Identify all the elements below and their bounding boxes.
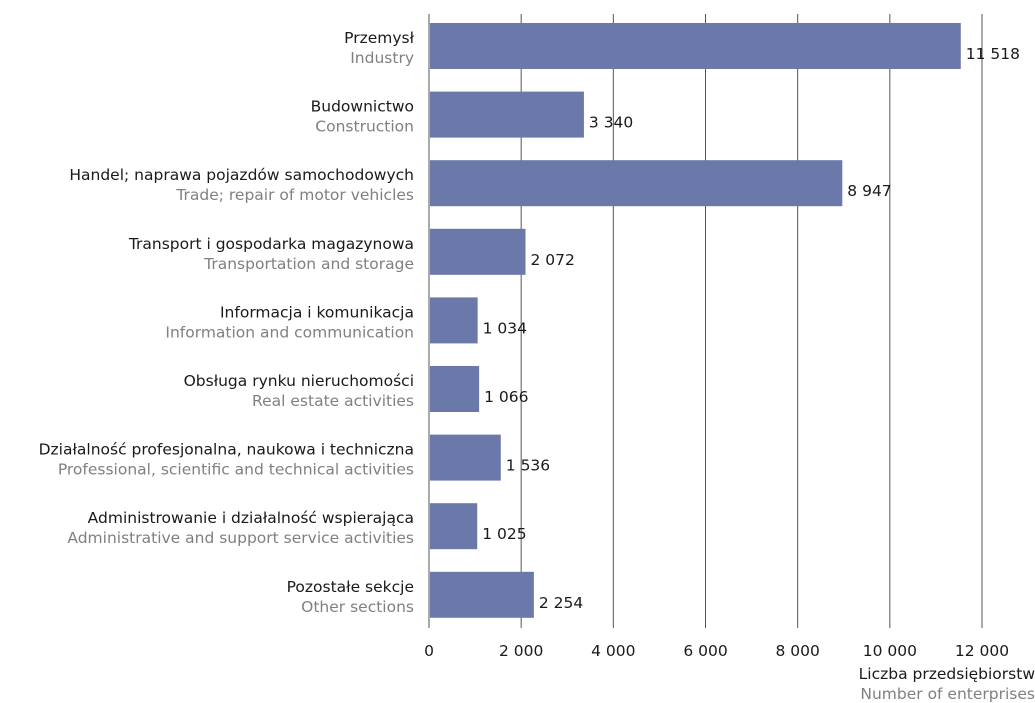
data-label: 3 340 bbox=[589, 114, 633, 132]
x-axis-label: Liczba przedsiębiorstw Number of enterpr… bbox=[859, 665, 1035, 703]
data-label: 2 254 bbox=[539, 594, 583, 612]
category-labels: Przemysł Industry Budownictwo Construction H… bbox=[39, 29, 415, 616]
bar bbox=[430, 23, 961, 69]
category-label-en: Transportation and storage bbox=[203, 255, 414, 273]
x-tick-label: 4 000 bbox=[591, 642, 635, 660]
category-label-pl: Działalność profesjonalna, naukowa i tec… bbox=[39, 441, 414, 459]
category-label-en: Trade; repair of motor vehicles bbox=[175, 186, 414, 204]
category-label-pl: Administrowanie i działalność wspierając… bbox=[88, 509, 414, 527]
x-axis-ticks: 0 2 000 4 000 6 000 8 000 10 000 12 000 bbox=[424, 642, 1009, 660]
category-label-en: Information and communication bbox=[165, 323, 414, 341]
category-label-pl: Budownictwo bbox=[311, 98, 414, 116]
category-label-pl: Transport i gospodarka magazynowa bbox=[128, 235, 414, 253]
data-label: 1 034 bbox=[483, 319, 527, 337]
value-labels: 11 518 3 340 8 947 2 072 1 034 1 066 1 536 1 02… bbox=[482, 45, 1020, 612]
bar bbox=[430, 297, 478, 344]
bar bbox=[430, 228, 526, 275]
bar bbox=[430, 434, 501, 481]
category-label-pl: Pozostałe sekcje bbox=[287, 578, 414, 596]
data-label: 8 947 bbox=[847, 182, 891, 200]
bars bbox=[430, 23, 961, 618]
data-label: 11 518 bbox=[966, 45, 1020, 63]
x-tick-label: 8 000 bbox=[775, 642, 819, 660]
category-label-pl: Obsługa rynku nieruchomości bbox=[184, 372, 414, 390]
bar bbox=[430, 160, 843, 207]
data-label: 1 025 bbox=[482, 525, 526, 543]
category-label-en: Real estate activities bbox=[252, 392, 414, 410]
category-label-en: Industry bbox=[350, 49, 414, 67]
category-label-en: Administrative and support service activ… bbox=[67, 529, 414, 547]
category-label-en: Professional, scientific and technical a… bbox=[58, 461, 414, 479]
data-label: 1 536 bbox=[506, 457, 550, 475]
category-label-pl: Przemysł bbox=[344, 29, 414, 47]
bar bbox=[430, 571, 534, 618]
x-tick-label: 0 bbox=[424, 642, 434, 660]
x-tick-label: 12 000 bbox=[955, 642, 1009, 660]
category-label-en: Other sections bbox=[301, 598, 414, 616]
category-label-pl: Informacja i komunikacja bbox=[220, 303, 414, 321]
x-axis-label-pl: Liczba przedsiębiorstw bbox=[859, 665, 1035, 683]
category-label-pl: Handel; naprawa pojazdów samochodowych bbox=[69, 166, 414, 184]
x-axis-label-en: Number of enterprises bbox=[860, 685, 1035, 703]
data-label: 2 072 bbox=[530, 251, 574, 269]
x-tick-label: 2 000 bbox=[499, 642, 543, 660]
category-label-en: Construction bbox=[315, 118, 414, 136]
x-tick-label: 6 000 bbox=[683, 642, 727, 660]
bar bbox=[430, 503, 478, 550]
data-label: 1 066 bbox=[484, 388, 528, 406]
bar bbox=[430, 91, 584, 138]
x-tick-label: 10 000 bbox=[863, 642, 917, 660]
bar bbox=[430, 366, 480, 412]
